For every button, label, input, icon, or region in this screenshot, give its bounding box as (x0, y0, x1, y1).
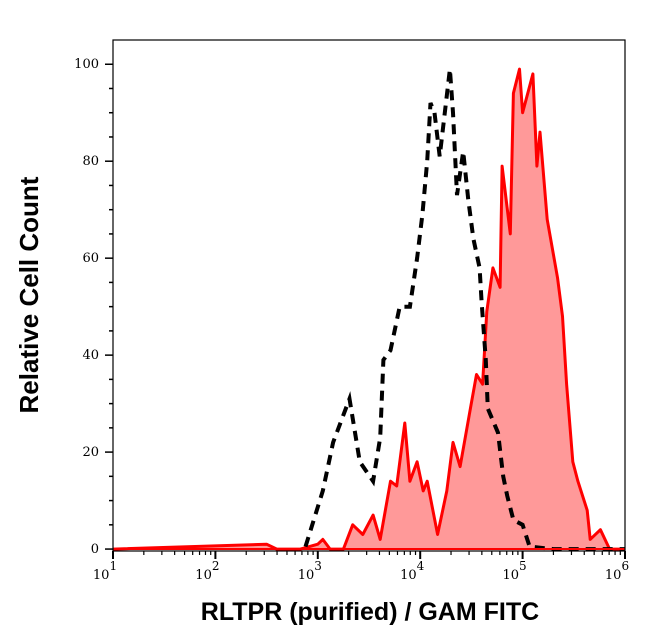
x-tick-base: 10 (605, 568, 622, 583)
y-tick-label: 20 (82, 445, 99, 460)
stained-histogram-fill (113, 69, 625, 550)
y-tick-label: 80 (82, 154, 99, 169)
x-tick-exponent: 5 (519, 559, 527, 573)
x-tick-base: 10 (93, 568, 110, 583)
x-tick-label: 104 (400, 559, 425, 583)
x-tick-label: 105 (503, 559, 527, 583)
y-tick-label: 60 (82, 251, 99, 266)
control-histogram-line (303, 68, 625, 552)
x-tick-label: 106 (605, 559, 629, 583)
plot-frame (112, 39, 626, 552)
series-layer (112, 67, 625, 552)
x-tick-exponent: 6 (621, 559, 629, 573)
x-tick-base: 10 (400, 568, 417, 583)
x-tick-exponent: 3 (314, 559, 322, 573)
x-tick-label: 102 (195, 559, 219, 583)
y-axis-title: Relative Cell Count (14, 176, 44, 413)
x-tick-base: 10 (298, 568, 315, 583)
y-tick-label: 40 (82, 348, 99, 363)
x-tick-label: 103 (298, 559, 322, 583)
y-tick-label: 0 (91, 542, 99, 557)
x-tick-base: 10 (503, 568, 520, 583)
y-tick-label: 100 (74, 57, 99, 72)
x-tick-label: 101 (93, 559, 117, 583)
x-tick-exponent: 2 (212, 559, 220, 573)
x-tick-exponent: 4 (417, 559, 425, 573)
x-tick-exponent: 1 (109, 559, 117, 573)
x-tick-base: 10 (195, 568, 212, 583)
stained-histogram-line (112, 67, 625, 551)
x-axis-title: RLTPR (purified) / GAM FITC (201, 598, 539, 626)
